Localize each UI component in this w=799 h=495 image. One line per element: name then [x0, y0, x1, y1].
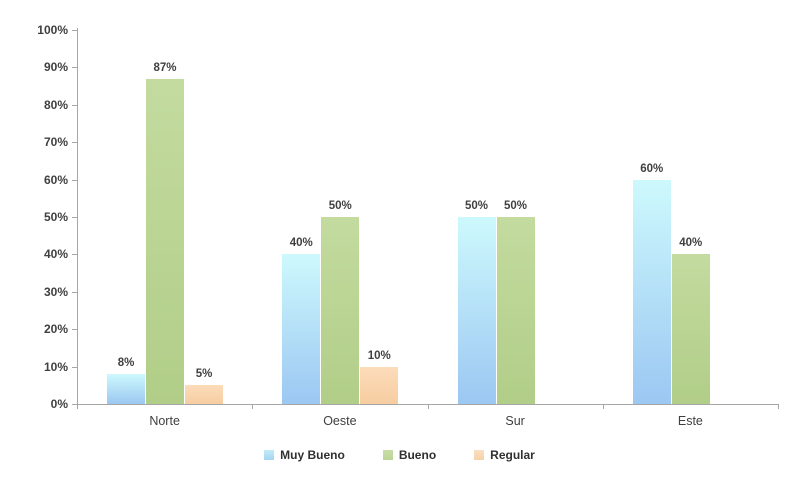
bar-bueno-oeste	[321, 217, 360, 404]
y-axis-tick	[72, 142, 77, 144]
bar-value-label: 50%	[503, 200, 528, 212]
x-axis-tick	[77, 405, 78, 409]
legend-item-bueno: Bueno	[382, 448, 437, 462]
bar-value-label: 5%	[195, 368, 213, 380]
y-axis-label: 70%	[43, 135, 68, 150]
legend-marker-icon	[264, 450, 275, 460]
x-axis-tick	[427, 405, 429, 409]
bar-regular-oeste	[360, 367, 399, 404]
x-axis-tick	[602, 405, 604, 409]
y-axis-label: 100%	[37, 23, 68, 37]
bar-bueno-sur	[496, 217, 535, 404]
legend-label: Muy Bueno	[280, 448, 345, 462]
bar-value-label: 10%	[367, 350, 391, 362]
bar-muy-bueno-oeste	[282, 254, 321, 404]
y-axis-tick	[72, 254, 77, 256]
bar-muy-bueno-sur	[457, 217, 496, 404]
bar-value-label: 50%	[464, 200, 489, 212]
bar-value-label: 87%	[153, 62, 177, 74]
y-axis-label: 80%	[43, 97, 68, 112]
bar-value-label: 40%	[289, 237, 313, 249]
y-axis-label: 50%	[43, 210, 68, 224]
y-axis-label: 10%	[43, 359, 68, 374]
y-axis-label: 0%	[50, 397, 68, 411]
bar-bueno-este	[671, 254, 710, 404]
category-label-norte: Norte	[149, 414, 180, 428]
y-axis-tick	[72, 179, 77, 181]
y-axis-tick	[72, 104, 77, 106]
y-axis-tick	[72, 291, 77, 293]
x-axis	[72, 404, 779, 405]
plot-area: 8% 87% 5% 40% 50% 10% 50% 50% 60% 40%	[77, 30, 778, 404]
bar-value-label: 40%	[679, 237, 703, 249]
y-axis-label: 40%	[43, 247, 68, 262]
legend-item-muy-bueno: Muy Bueno	[264, 448, 345, 462]
legend: Muy Bueno Bueno Regular	[0, 448, 799, 462]
y-axis	[77, 28, 78, 407]
x-axis-tick	[778, 405, 779, 409]
y-axis-label: 60%	[43, 172, 68, 187]
y-axis-label: 20%	[43, 322, 68, 337]
bar-value-label: 60%	[640, 163, 664, 175]
y-axis-label: 30%	[43, 284, 68, 299]
category-label-sur: Sur	[505, 414, 525, 428]
x-axis-tick	[252, 405, 254, 409]
y-axis-tick	[72, 404, 77, 405]
bar-bueno-norte	[146, 79, 184, 404]
y-axis-tick	[72, 329, 77, 331]
y-axis-tick	[72, 30, 77, 31]
category-label-oeste: Oeste	[323, 414, 357, 428]
legend-marker-icon	[382, 450, 393, 460]
bar-muy-bueno-norte	[107, 374, 145, 404]
category-label-este: Este	[677, 414, 703, 428]
bar-muy-bueno-este	[632, 180, 671, 404]
legend-marker-icon	[474, 450, 485, 460]
bar-regular-norte	[185, 385, 223, 404]
bar-value-label: 8%	[117, 357, 135, 369]
legend-label: Bueno	[398, 448, 437, 462]
y-axis-tick	[72, 366, 77, 368]
y-axis-tick	[72, 67, 77, 69]
legend-item-regular: Regular	[474, 448, 535, 462]
legend-label: Regular	[490, 448, 535, 462]
y-axis-tick	[72, 217, 77, 218]
y-axis-label: 90%	[43, 60, 68, 75]
bar-value-label: 50%	[328, 200, 352, 212]
